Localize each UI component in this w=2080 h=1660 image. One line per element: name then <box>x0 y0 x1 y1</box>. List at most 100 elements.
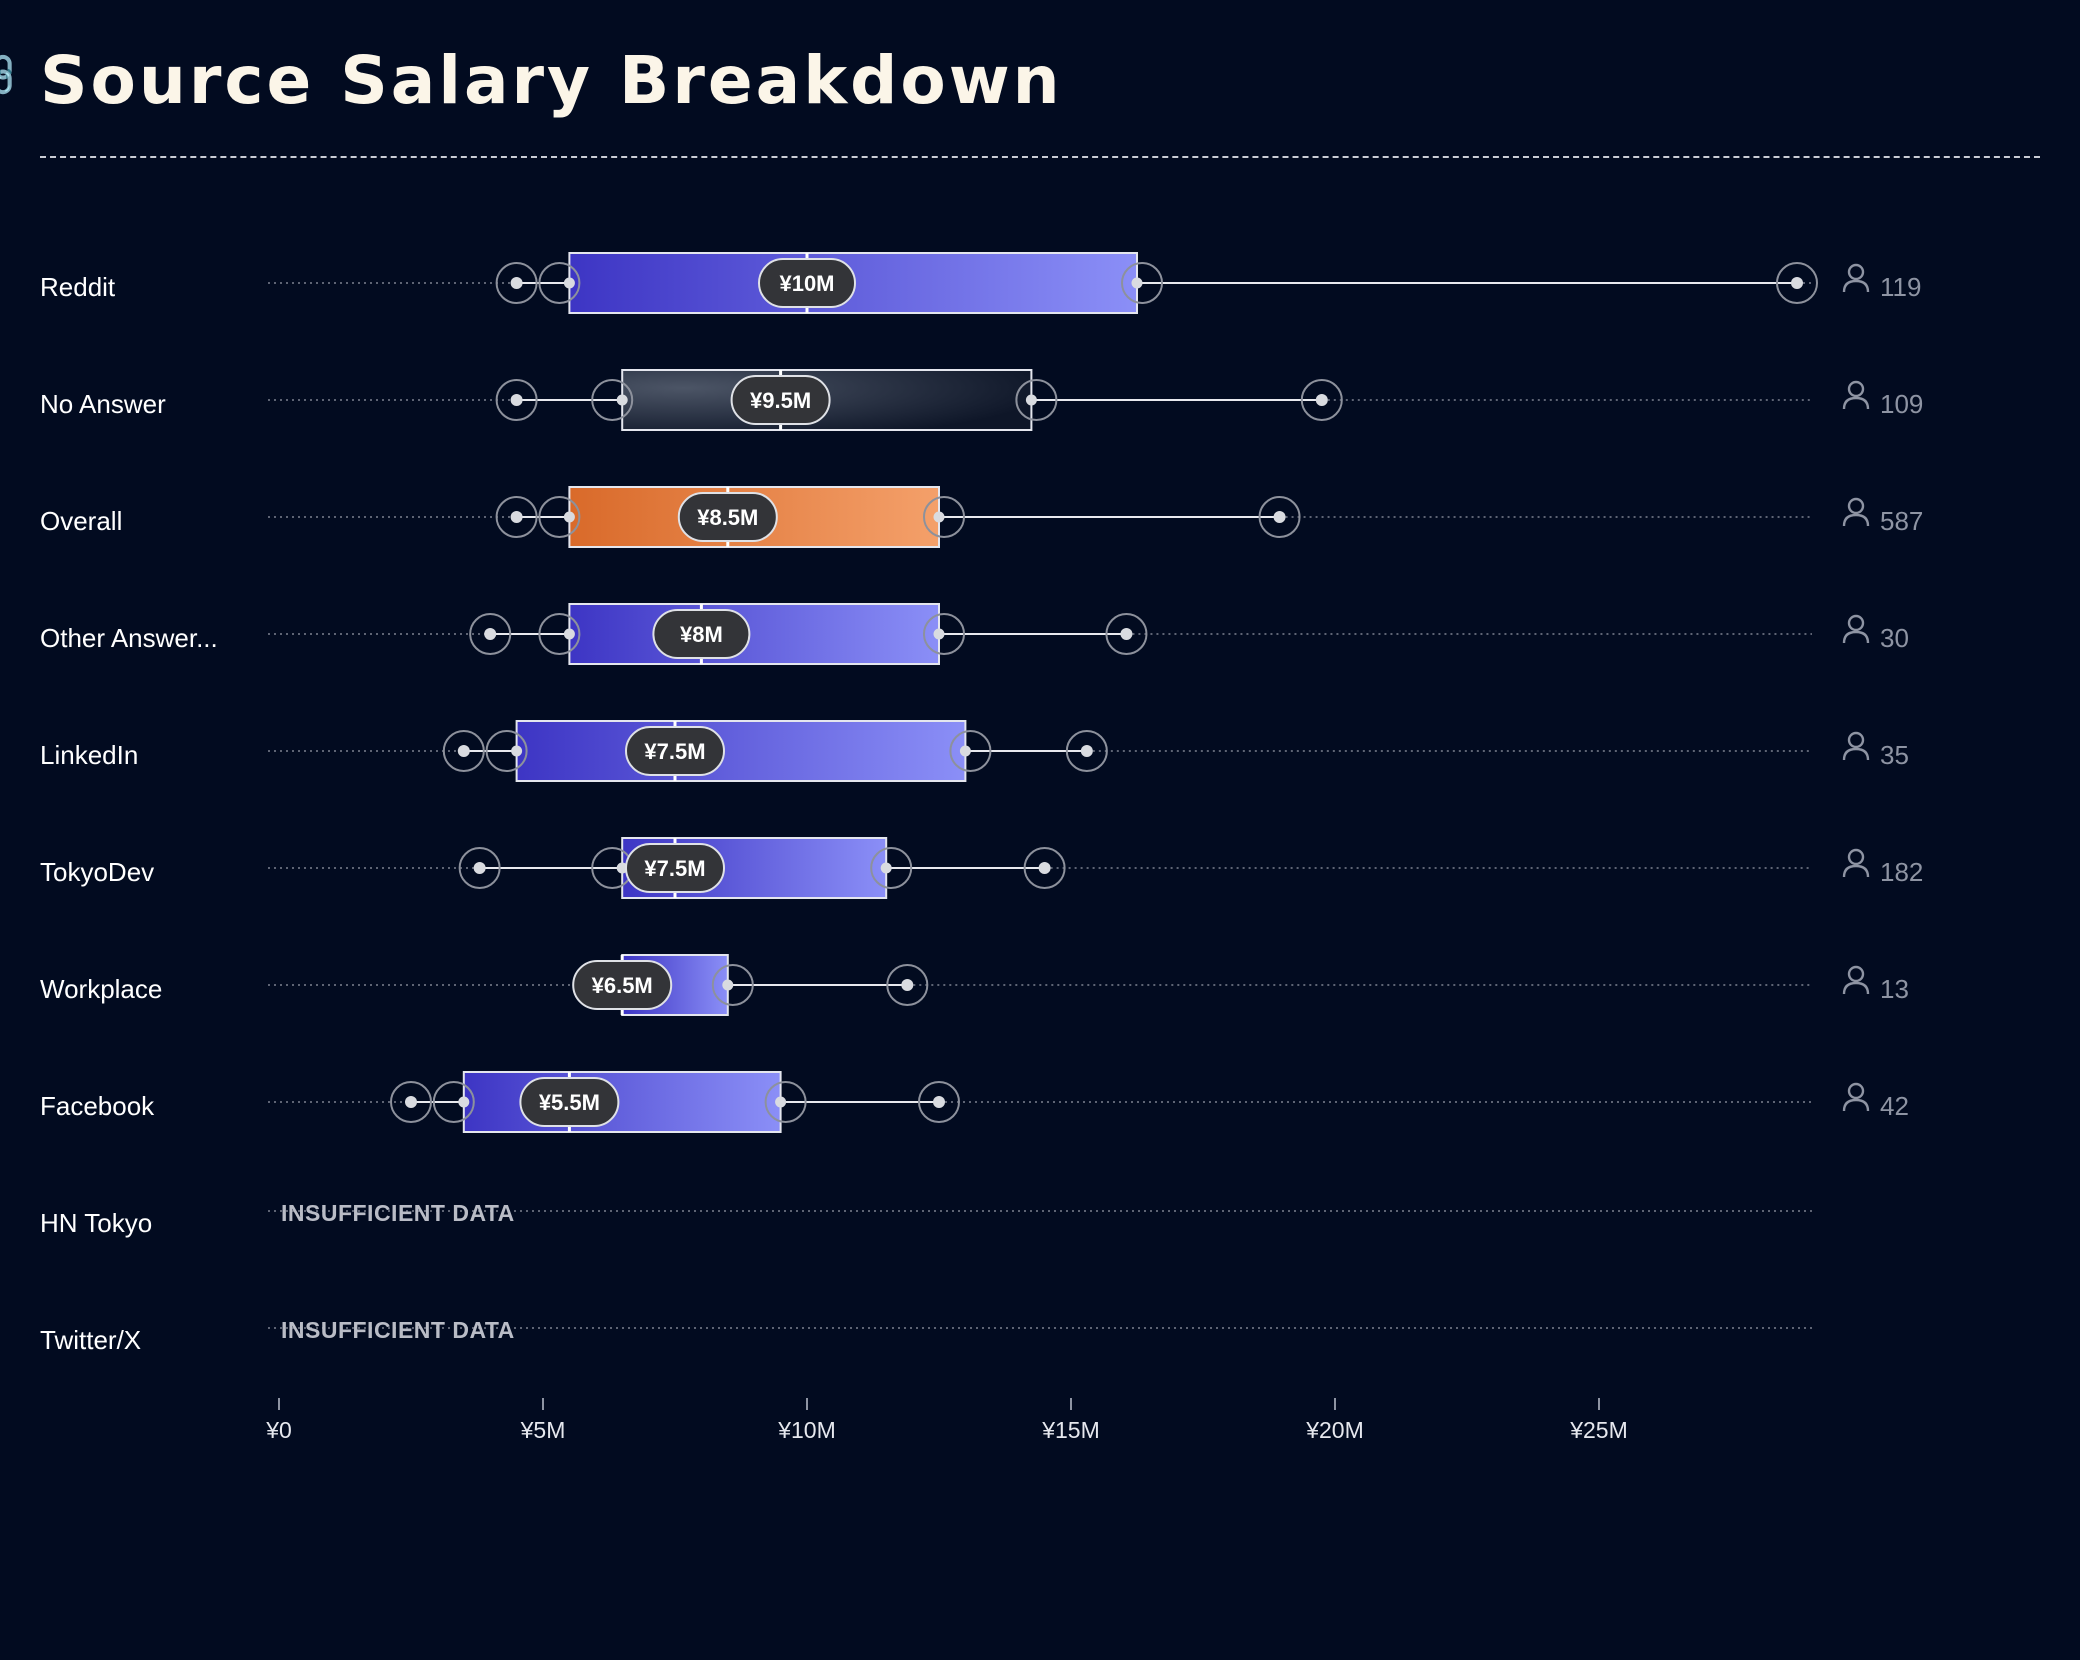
respondent-count: 13 <box>1880 974 1909 1004</box>
x-tick-label: ¥10M <box>777 1417 836 1443</box>
row-facebook: Facebook ¥5.5M 42 <box>40 1071 1909 1133</box>
row-label: LinkedIn <box>40 740 138 770</box>
row-workplace: Workplace ¥6.5M 13 <box>40 954 1909 1016</box>
max-marker-ring <box>886 964 929 1006</box>
user-icon <box>1842 497 1870 527</box>
page-title: Source Salary Breakdown <box>40 42 1063 119</box>
median-label: ¥9.5M <box>750 388 811 413</box>
min-marker-ring <box>458 847 501 889</box>
median-label: ¥8M <box>680 622 723 647</box>
q3-ring <box>1121 262 1163 304</box>
user-icon <box>1842 965 1870 995</box>
row-linkedin: LinkedIn ¥7.5M 35 <box>40 720 1909 782</box>
user-icon <box>1842 848 1870 878</box>
user-icon <box>1842 1082 1870 1112</box>
q3-dot <box>880 862 892 874</box>
row-label: Overall <box>40 506 122 536</box>
q3-ring <box>949 730 992 772</box>
min-marker-ring <box>442 730 485 772</box>
max-marker-ring <box>1776 262 1818 304</box>
q1-dot <box>616 394 628 406</box>
respondent-count: 109 <box>1880 389 1923 419</box>
q1-ring <box>538 262 581 304</box>
q1-dot <box>563 511 575 523</box>
median-label: ¥10M <box>779 271 834 296</box>
respondent-count: 30 <box>1880 623 1909 653</box>
median-label: ¥7.5M <box>644 856 705 881</box>
median-pill <box>572 960 673 1010</box>
max-marker-dot <box>1080 745 1093 757</box>
median-label: ¥8.5M <box>697 505 758 530</box>
max-marker-dot <box>933 1096 945 1108</box>
row-label: No Answer <box>40 389 166 419</box>
iqr-box <box>515 720 967 782</box>
user-icon <box>1842 263 1870 293</box>
max-marker-dot <box>1791 277 1803 289</box>
q3-ring <box>923 496 965 538</box>
median-pill <box>625 843 725 893</box>
q3-ring <box>711 964 754 1006</box>
median-label: ¥7.5M <box>644 739 705 764</box>
median-pill <box>625 726 725 776</box>
row-other-answer-: Other Answer... ¥8M 30 <box>40 603 1909 665</box>
x-axis: ¥0 ¥5M ¥10M ¥15M ¥20M ¥25M <box>265 1398 1628 1443</box>
q1-dot <box>616 862 628 874</box>
q3-dot <box>722 979 734 991</box>
user-icon <box>1842 380 1870 410</box>
max-marker-ring <box>1300 379 1343 421</box>
q3-dot <box>1131 277 1143 289</box>
respondent-count: 587 <box>1880 506 1923 536</box>
q3-dot <box>775 1096 787 1108</box>
q1-ring <box>591 379 634 421</box>
row-reddit: Reddit ¥10M 119 <box>40 252 1921 314</box>
min-marker-ring <box>390 1081 432 1123</box>
respondent-count: 42 <box>1880 1091 1909 1121</box>
q1-ring <box>485 730 528 772</box>
x-tick-label: ¥5M <box>520 1417 566 1443</box>
respondent-count: 119 <box>1880 272 1921 302</box>
q1-ring <box>538 496 581 538</box>
max-marker-dot <box>1315 394 1328 406</box>
median-pill <box>519 1077 620 1127</box>
insufficient-data-label: INSUFFICIENT DATA <box>281 1317 515 1343</box>
iqr-box <box>568 603 941 665</box>
respondent-count: 35 <box>1880 740 1909 770</box>
x-tick-label: ¥0 <box>265 1417 292 1443</box>
respondent-count: 182 <box>1880 857 1923 887</box>
q1-ring <box>432 1081 475 1123</box>
min-marker-dot <box>510 394 523 406</box>
max-marker-ring <box>1065 730 1108 772</box>
q1-dot <box>458 1096 470 1108</box>
min-marker-dot <box>510 511 523 523</box>
row-label: Twitter/X <box>40 1325 141 1355</box>
q1-dot <box>563 628 575 640</box>
row-label: TokyoDev <box>40 857 154 887</box>
row-label: Workplace <box>40 974 162 1004</box>
max-marker-ring <box>1023 847 1066 889</box>
q3-ring <box>764 1081 807 1123</box>
row-hn-tokyo: HN Tokyo INSUFFICIENT DATA <box>40 1200 1812 1238</box>
min-marker-ring <box>495 262 538 304</box>
x-tick-label: ¥15M <box>1041 1417 1100 1443</box>
min-marker-dot <box>484 628 497 640</box>
row-twitter-x: Twitter/X INSUFFICIENT DATA <box>40 1317 1812 1355</box>
median-pill <box>730 375 831 425</box>
max-marker-ring <box>1258 496 1301 538</box>
min-marker-dot <box>510 277 523 289</box>
row-label: Reddit <box>40 272 116 302</box>
min-marker-ring <box>469 613 512 655</box>
row-overall: Overall ¥8.5M 587 <box>40 486 1923 548</box>
median-pill <box>758 258 856 308</box>
x-tick-label: ¥20M <box>1305 1417 1364 1443</box>
max-marker-dot <box>1273 511 1286 523</box>
iqr-box <box>462 1071 782 1133</box>
q1-dot <box>511 745 523 757</box>
row-tokyodev: TokyoDev ¥7.5M 182 <box>40 837 1923 899</box>
max-marker-dot <box>1038 862 1051 874</box>
x-tick-label: ¥25M <box>1569 1417 1628 1443</box>
min-marker-ring <box>495 379 538 421</box>
user-icon <box>1842 731 1870 761</box>
row-no-answer: No Answer ¥9.5M 109 <box>40 369 1923 431</box>
row-label: Other Answer... <box>40 623 218 653</box>
